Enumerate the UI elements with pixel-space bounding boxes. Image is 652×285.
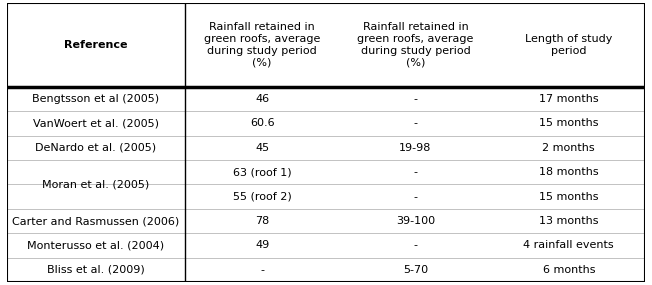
Text: Moran et al. (2005): Moran et al. (2005)	[42, 179, 149, 190]
Text: Bliss et al. (2009): Bliss et al. (2009)	[47, 265, 145, 275]
Text: 17 months: 17 months	[539, 94, 599, 104]
Text: -: -	[413, 241, 417, 251]
Text: 49: 49	[255, 241, 269, 251]
Text: 2 months: 2 months	[542, 143, 595, 153]
Text: 45: 45	[255, 143, 269, 153]
Text: DeNardo et al. (2005): DeNardo et al. (2005)	[35, 143, 156, 153]
Text: VanWoert et al. (2005): VanWoert et al. (2005)	[33, 118, 159, 128]
Text: -: -	[260, 265, 264, 275]
Text: 78: 78	[255, 216, 269, 226]
Text: 5-70: 5-70	[403, 265, 428, 275]
Text: 39-100: 39-100	[396, 216, 435, 226]
Text: Monterusso et al. (2004): Monterusso et al. (2004)	[27, 241, 164, 251]
Text: -: -	[413, 94, 417, 104]
Text: 46: 46	[255, 94, 269, 104]
Text: -: -	[413, 118, 417, 128]
Text: 60.6: 60.6	[250, 118, 274, 128]
Text: 4 rainfall events: 4 rainfall events	[524, 241, 614, 251]
Text: 18 months: 18 months	[539, 167, 599, 177]
Text: 15 months: 15 months	[539, 192, 599, 201]
Text: Rainfall retained in
green roofs, average
during study period
(%): Rainfall retained in green roofs, averag…	[357, 22, 473, 67]
Text: 15 months: 15 months	[539, 118, 599, 128]
Text: 6 months: 6 months	[542, 265, 595, 275]
Text: Bengtsson et al (2005): Bengtsson et al (2005)	[33, 94, 160, 104]
Text: 19-98: 19-98	[399, 143, 432, 153]
Text: Rainfall retained in
green roofs, average
during study period
(%): Rainfall retained in green roofs, averag…	[204, 22, 320, 67]
Text: Carter and Rasmussen (2006): Carter and Rasmussen (2006)	[12, 216, 179, 226]
Text: -: -	[413, 192, 417, 201]
Text: Length of study
period: Length of study period	[525, 34, 612, 56]
Text: -: -	[413, 167, 417, 177]
Text: Reference: Reference	[65, 40, 128, 50]
Text: 13 months: 13 months	[539, 216, 599, 226]
Text: 63 (roof 1): 63 (roof 1)	[233, 167, 291, 177]
Text: 55 (roof 2): 55 (roof 2)	[233, 192, 291, 201]
